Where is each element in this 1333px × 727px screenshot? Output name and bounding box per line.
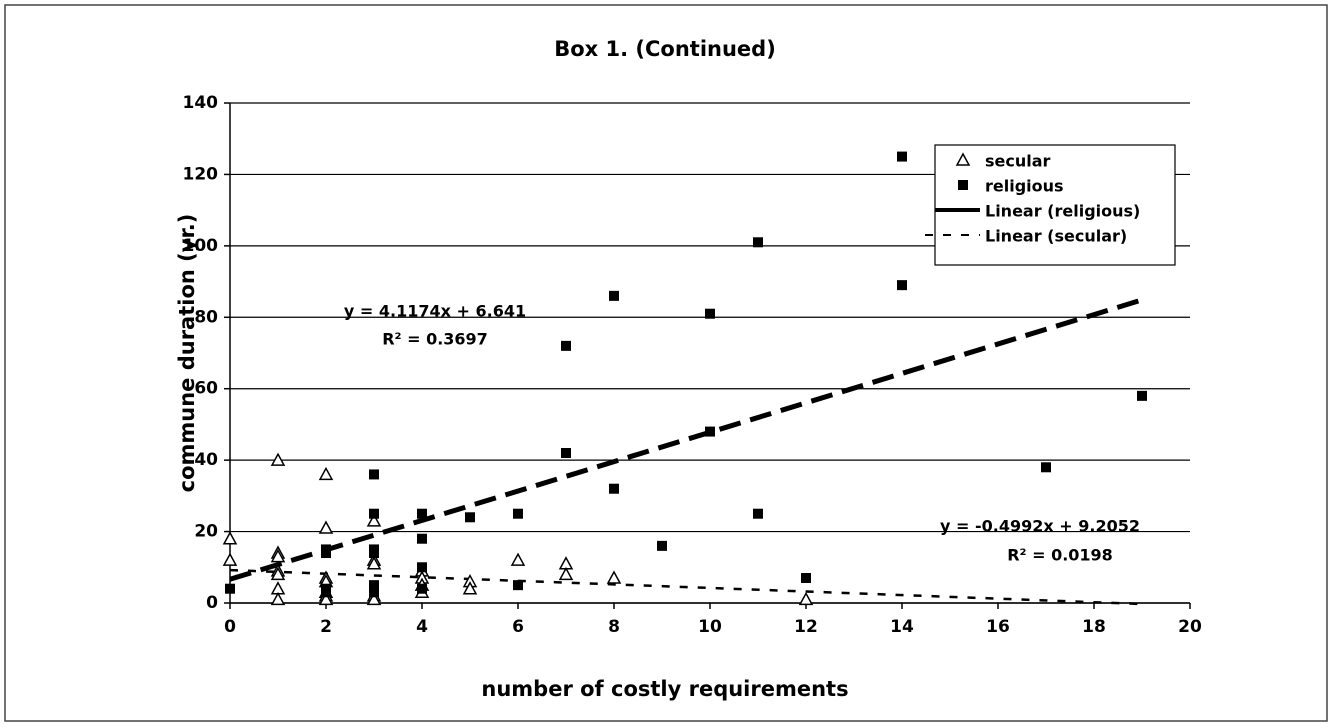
x-tick-label: 16 <box>986 617 1010 637</box>
point <box>705 308 715 319</box>
frame <box>4 4 1328 722</box>
point <box>417 508 427 519</box>
point <box>1041 462 1051 473</box>
legend-label: religious <box>985 177 1064 196</box>
annotation: R² = 0.3697 <box>382 330 488 349</box>
y-tick-label: 100 <box>183 236 219 256</box>
y-tick-label: 20 <box>194 522 218 542</box>
x-tick-label: 18 <box>1082 617 1106 637</box>
legend-label: Linear (secular) <box>985 227 1127 246</box>
y-tick-label: 80 <box>194 307 218 327</box>
point <box>366 591 382 606</box>
trendline <box>229 297 1143 582</box>
point <box>366 513 382 527</box>
point <box>369 580 379 591</box>
point <box>225 583 235 594</box>
point <box>321 587 331 598</box>
y-tick-label: 140 <box>183 93 219 113</box>
trendline <box>229 568 1143 606</box>
point <box>318 466 334 481</box>
legend-box <box>934 144 1176 266</box>
point <box>561 448 571 458</box>
legend-marker <box>955 152 971 166</box>
y-tick-label: 40 <box>194 450 218 470</box>
point <box>318 520 334 534</box>
point <box>657 540 667 551</box>
point <box>465 512 475 523</box>
point <box>366 556 382 570</box>
y-tick-label: 60 <box>194 379 218 399</box>
point <box>1137 390 1147 401</box>
point <box>270 452 286 466</box>
annotation: R² = 0.0198 <box>1007 546 1113 565</box>
legend-marker <box>958 180 968 190</box>
point <box>798 591 814 606</box>
x-tick-label: 12 <box>794 617 818 637</box>
point <box>513 508 523 519</box>
point <box>897 280 907 291</box>
point <box>462 581 478 595</box>
point <box>705 426 715 437</box>
point <box>417 562 427 573</box>
point <box>609 483 619 494</box>
point <box>513 580 523 591</box>
point <box>609 290 619 301</box>
point <box>369 469 379 480</box>
x-tick-label: 6 <box>512 617 524 637</box>
point <box>270 591 286 606</box>
x-tick-label: 10 <box>698 617 722 637</box>
point <box>321 548 331 558</box>
y-axis-label: commune duration (yr.) <box>175 214 199 493</box>
point <box>369 508 379 519</box>
x-tick-label: 14 <box>890 617 914 637</box>
point <box>417 583 427 594</box>
y-tick-label: 0 <box>206 593 218 613</box>
annotation: y = -0.4992x + 9.2052 <box>940 517 1140 536</box>
y-tick-label: 120 <box>183 164 219 184</box>
point <box>510 552 526 566</box>
point <box>222 531 238 545</box>
x-tick-label: 8 <box>608 617 620 637</box>
point <box>369 548 379 558</box>
point <box>606 570 622 584</box>
point <box>561 340 571 351</box>
point <box>417 533 427 544</box>
x-axis-label: number of costly requirements <box>481 677 848 701</box>
annotation: y = 4.1174x + 6.641 <box>344 302 526 321</box>
point <box>753 237 763 248</box>
point <box>801 573 811 583</box>
point <box>270 566 286 581</box>
x-tick-label: 0 <box>224 617 236 637</box>
chart-title: Box 1. (Continued) <box>554 37 776 61</box>
legend-label: Linear (religious) <box>985 202 1140 221</box>
point <box>222 552 238 566</box>
point <box>369 587 379 598</box>
point <box>753 508 763 519</box>
x-tick-label: 20 <box>1178 617 1202 637</box>
point <box>897 151 907 162</box>
legend-label: secular <box>985 152 1051 171</box>
x-tick-label: 2 <box>320 617 332 637</box>
x-tick-label: 4 <box>416 617 428 637</box>
point <box>558 566 574 581</box>
point <box>318 591 334 606</box>
point <box>270 549 286 563</box>
